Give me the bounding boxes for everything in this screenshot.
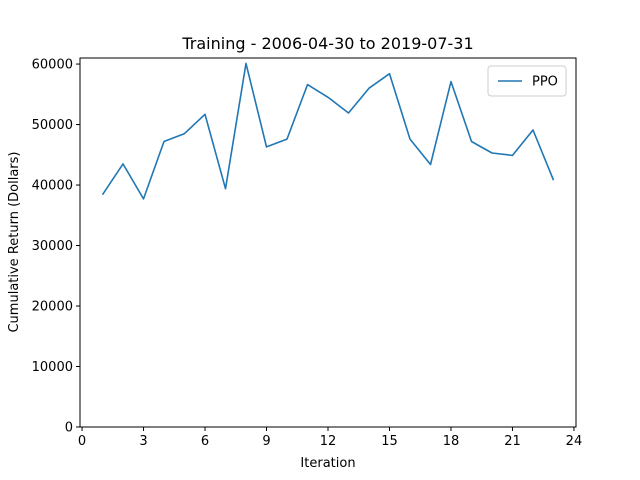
x-tick-label: 21 bbox=[504, 434, 521, 449]
x-tick-label: 24 bbox=[566, 434, 583, 449]
x-tick-label: 0 bbox=[78, 434, 86, 449]
y-axis-label: Cumulative Return (Dollars) bbox=[7, 151, 22, 332]
y-tick-label: 60000 bbox=[32, 58, 73, 73]
x-tick-label: 12 bbox=[320, 434, 337, 449]
x-tick-label: 6 bbox=[201, 434, 209, 449]
plot-area: 0 3 6 9 12 15 18 21 24 0 10000 20000 30000 40000 50000… bbox=[32, 57, 583, 449]
series-line-ppo bbox=[101, 62, 555, 200]
legend-box bbox=[487, 65, 567, 97]
y-tick-label: 30000 bbox=[32, 239, 73, 254]
y-tick-label: 10000 bbox=[32, 360, 73, 375]
y-tick-label: 20000 bbox=[32, 300, 73, 315]
y-tick-label: 50000 bbox=[32, 118, 73, 133]
axes-frame bbox=[79, 57, 577, 428]
chart-title: Training - 2006-04-30 to 2019-07-31 bbox=[181, 34, 473, 53]
x-tick-label: 15 bbox=[381, 434, 398, 449]
legend-label: PPO bbox=[532, 75, 558, 90]
x-tick-label: 9 bbox=[262, 434, 270, 449]
y-tick-label: 40000 bbox=[32, 179, 73, 194]
y-tick-label: 0 bbox=[65, 421, 73, 436]
x-tick-label: 18 bbox=[443, 434, 460, 449]
x-tick-label: 3 bbox=[139, 434, 147, 449]
x-axis-label: Iteration bbox=[300, 456, 355, 471]
